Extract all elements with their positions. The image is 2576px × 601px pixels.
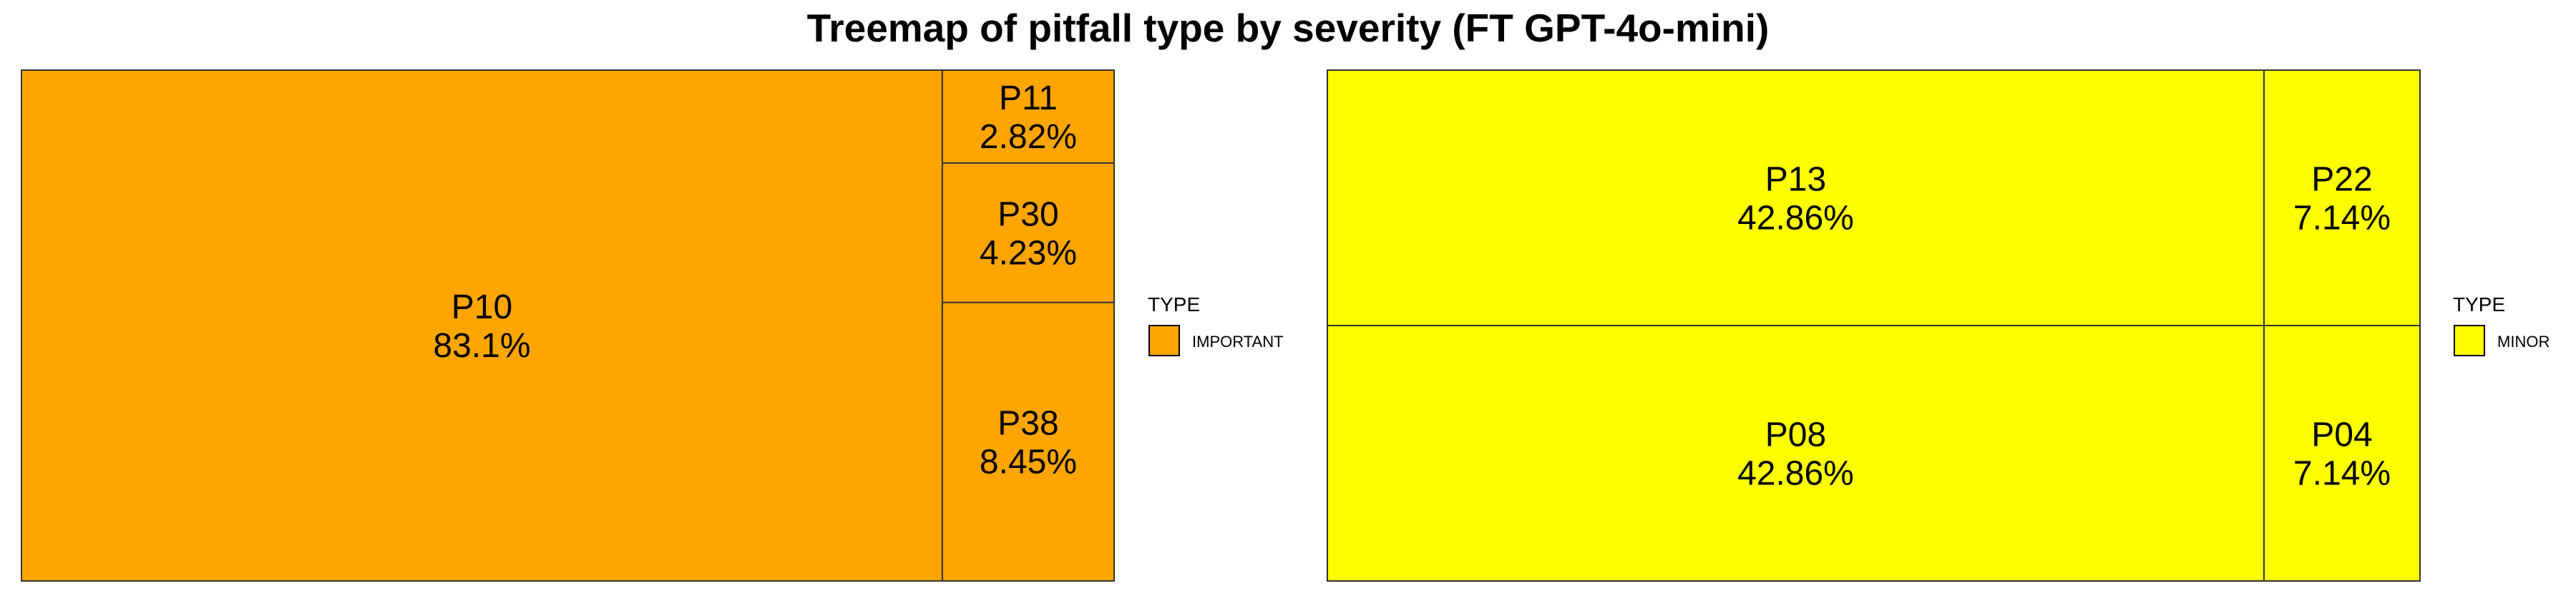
chart-title: Treemap of pitfall type by severity (FT …	[806, 6, 1770, 50]
tile-percent: 7.14%	[2293, 200, 2391, 238]
treemap-tile-p08	[1327, 325, 2265, 582]
legend-title: TYPE	[1148, 293, 1200, 316]
treemap-tile-p38	[941, 301, 1115, 582]
legend-swatch	[1148, 325, 1180, 356]
treemap-tile-p30	[941, 162, 1115, 303]
treemap-panel-minor: P1342.86%P0842.86%P227.14%P047.14%TYPEMI…	[1327, 69, 2550, 582]
tile-percent: 42.86%	[1737, 200, 1854, 238]
tile-percent: 4.23%	[980, 234, 1077, 272]
tile-label: P11	[999, 79, 1058, 117]
tile-label: P22	[2311, 161, 2372, 199]
treemap-tile-p04	[2263, 325, 2421, 582]
tile-percent: 7.14%	[2293, 455, 2391, 493]
legend-title: TYPE	[2453, 293, 2505, 316]
treemap-tile-p10	[21, 69, 943, 582]
tile-percent: 8.45%	[980, 443, 1077, 481]
treemap-tile-p22	[2263, 69, 2421, 326]
tile-label: P38	[997, 404, 1058, 442]
tile-label: P10	[452, 288, 512, 326]
tile-percent: 83.1%	[433, 327, 530, 365]
tile-percent: 2.82%	[980, 118, 1077, 156]
treemap-tile-p11	[941, 69, 1115, 164]
tile-label: P13	[1765, 161, 1826, 199]
tile-label: P04	[2311, 416, 2372, 454]
tile-label: P30	[997, 195, 1058, 233]
tile-percent: 42.86%	[1737, 455, 1854, 493]
legend-label: MINOR	[2497, 333, 2550, 351]
legend-label: IMPORTANT	[1192, 333, 1284, 351]
tile-label: P08	[1765, 416, 1826, 454]
legend-swatch	[2454, 325, 2485, 356]
